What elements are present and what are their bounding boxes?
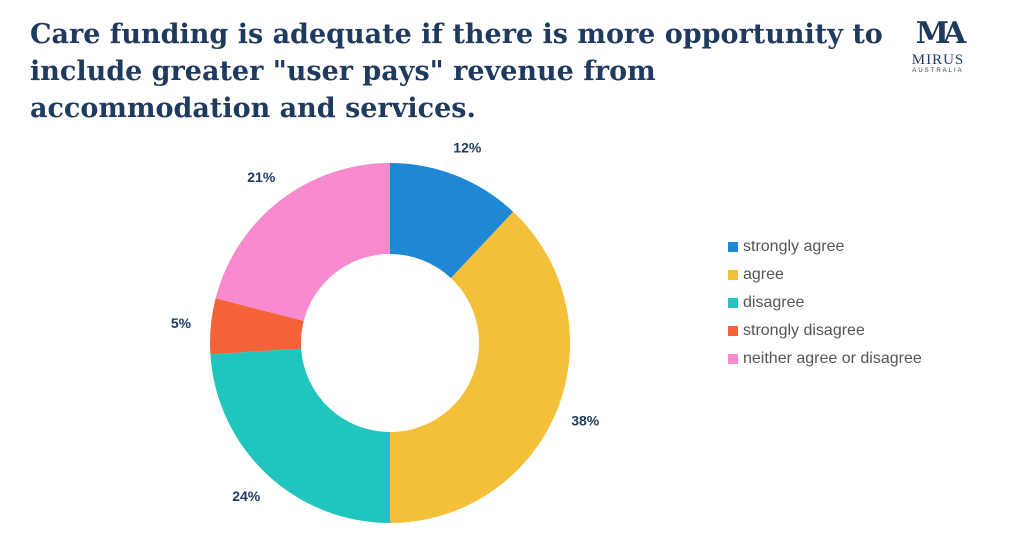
mirus-logo: MA MIRUS AUSTRALIA — [898, 18, 978, 90]
slice-disagree — [210, 348, 390, 523]
slice-agree — [390, 211, 571, 523]
legend-label: strongly agree — [743, 238, 845, 255]
legend-item-disagree: disagree — [728, 289, 922, 317]
slice-strongly-agree — [390, 163, 514, 279]
legend-item-strongly-disagree: strongly disagree — [728, 317, 922, 345]
legend-item-neither-agree-or-disagree: neither agree or disagree — [728, 345, 922, 373]
slice-label-strongly-agree: 12% — [453, 140, 482, 156]
slice-strongly-disagree — [210, 298, 304, 355]
legend-swatch — [728, 354, 738, 364]
slice-label-disagree: 24% — [232, 488, 261, 504]
slice-label-neither-agree-or-disagree: 21% — [247, 169, 276, 185]
chart-legend: strongly agree agree disagree strongly disa… — [728, 233, 922, 373]
legend-item-agree: agree — [728, 261, 922, 289]
slice-neither-agree-or-disagree — [215, 163, 390, 321]
slice-label-agree: 38% — [571, 412, 600, 428]
legend-label: strongly disagree — [743, 322, 865, 339]
legend-swatch — [728, 270, 738, 280]
chart-title: Care funding is adequate if there is mor… — [30, 19, 883, 124]
legend-swatch — [728, 242, 738, 252]
legend-item-strongly-agree: strongly agree — [728, 233, 922, 261]
logo-monogram-icon: MA — [915, 16, 966, 51]
logo-subtitle: AUSTRALIA — [912, 68, 964, 74]
legend-swatch — [728, 326, 738, 336]
logo-name: MIRUS — [911, 52, 965, 68]
legend-label: agree — [743, 266, 784, 283]
legend-label: disagree — [743, 294, 805, 311]
donut-chart: 12% 38% 24% 5% 21% — [171, 140, 600, 523]
slice-label-strongly-disagree: 5% — [171, 315, 192, 331]
legend-swatch — [728, 298, 738, 308]
legend-label: neither agree or disagree — [743, 350, 922, 367]
